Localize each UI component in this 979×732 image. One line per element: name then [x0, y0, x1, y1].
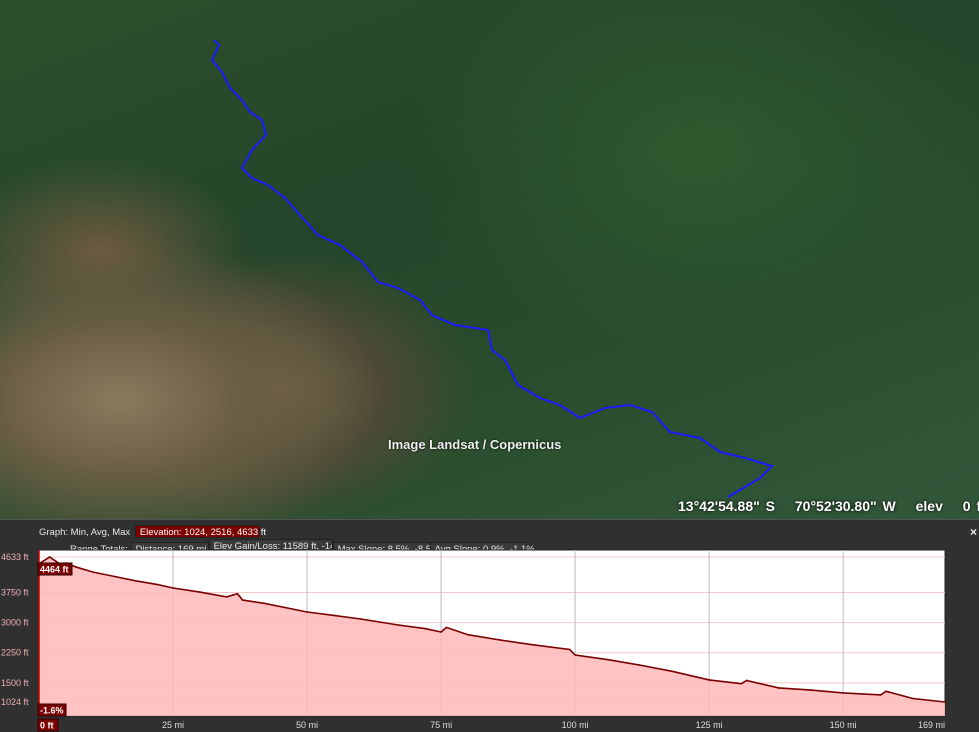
- graph-stats-row: Graph: Min, Avg, Max Elevation: 1024, 25…: [39, 525, 266, 538]
- elevation-point: [574, 654, 576, 656]
- x-tick-label: 100 mi: [562, 720, 589, 730]
- elevation-point: [440, 631, 442, 633]
- x-tick-label: 169 mi: [918, 720, 945, 730]
- elevation-point: [885, 690, 887, 693]
- x-tick-label: 150 mi: [830, 720, 857, 730]
- elevation-point: [91, 571, 94, 573]
- elevation-point: [306, 611, 308, 613]
- elevation-point: [912, 697, 914, 700]
- elevation-point: [708, 679, 710, 681]
- elevation-line: [38, 556, 946, 703]
- elevation-point: [113, 575, 115, 578]
- y-tick-label: 3000 ft: [1, 618, 29, 628]
- cursor-slope-label-bg: [37, 703, 67, 717]
- elevation-point: [156, 583, 158, 586]
- imagery-attribution: Image Landsat / Copernicus: [388, 437, 562, 452]
- elevation-point: [842, 692, 844, 694]
- elevation-point: [499, 639, 501, 641]
- route-path: [210, 39, 774, 498]
- elevation-point: [134, 580, 137, 582]
- elevation-point: [467, 633, 469, 636]
- elevation-point: [879, 694, 882, 696]
- elevation-point: [397, 624, 399, 626]
- y-tick-label: 2250 ft: [1, 648, 29, 658]
- elevation-point: [48, 556, 51, 558]
- cursor-distance-label: 0 ft: [40, 721, 54, 731]
- longitude-readout: 70°52'30.80" W: [794, 498, 896, 514]
- x-tick-label: 75 mi: [430, 720, 452, 730]
- elevation-point: [199, 591, 201, 593]
- cursor-slope-label: -1.6%: [40, 706, 64, 716]
- elevation-point: [778, 687, 780, 689]
- x-tick-label: 50 mi: [296, 720, 318, 730]
- elevation-point: [445, 626, 448, 629]
- elevation-point: [638, 664, 641, 666]
- y-tick-label: 1024 ft: [1, 697, 29, 707]
- elev-label: elev: [915, 498, 943, 514]
- elevation-point: [531, 643, 534, 646]
- y-tick-label: 3750 ft: [1, 587, 29, 597]
- satellite-map[interactable]: Image Landsat / Copernicus 13°42'54.88" …: [0, 0, 979, 519]
- cursor-status-bar: 13°42'54.88" S 70°52'30.80" W elev 0 ft: [678, 498, 979, 514]
- elevation-point: [745, 679, 748, 682]
- route-line: [210, 39, 774, 498]
- elevation-stat: Elevation: 1024, 2516, 4633 ft: [134, 525, 266, 538]
- elev-value: 0 ft: [962, 498, 979, 514]
- elevation-point: [568, 648, 571, 651]
- x-tick-label: 25 mi: [162, 720, 184, 730]
- close-profile-button[interactable]: ×: [969, 525, 977, 539]
- elevation-point: [172, 587, 174, 589]
- elevation-point: [333, 614, 335, 617]
- elevation-point: [424, 627, 426, 630]
- y-tick-label: 1500 ft: [1, 678, 29, 688]
- elevation-point: [263, 602, 265, 605]
- y-tick-label: 4633 ft: [1, 552, 29, 562]
- elevation-point: [944, 701, 946, 703]
- x-tick-label: 125 mi: [696, 720, 723, 730]
- elevation-point: [236, 592, 239, 595]
- elevation-point: [810, 689, 812, 691]
- elevation-point: [75, 566, 78, 568]
- cursor-elevation-label-bg: [37, 562, 73, 576]
- latitude-readout: 13°42'54.88" S: [678, 498, 775, 514]
- elevation-point: [670, 670, 673, 673]
- cursor-elevation-label: 4464 ft: [40, 565, 69, 575]
- elevation-point: [225, 596, 228, 598]
- cursor-distance-label-bg: [37, 718, 59, 732]
- graph-label: Graph: Min, Avg, Max: [39, 527, 131, 538]
- elevation-point: [241, 599, 244, 601]
- elevation-point: [740, 682, 743, 685]
- elevation-point: [359, 618, 362, 620]
- elevation-point: [606, 658, 609, 661]
- elevation-area: [39, 557, 945, 716]
